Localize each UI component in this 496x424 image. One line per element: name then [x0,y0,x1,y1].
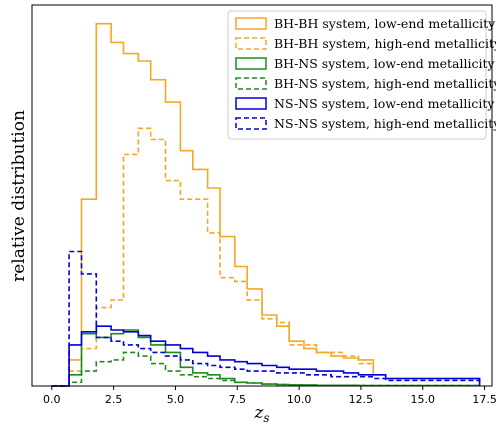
series-line-3 [51,351,481,387]
plot-frame [31,4,493,387]
x-tick-label: 5.0 [167,393,185,406]
legend-swatch [235,37,267,50]
x-axis-label-main: z [253,403,264,423]
series-line-0 [51,22,481,387]
x-tick-label: 15.0 [411,393,436,406]
legend-label: NS-NS system, high-end metallicity [274,116,496,131]
legend-label: NS-NS system, low-end metallicity [274,96,495,111]
x-tick-label: 7.5 [229,393,247,406]
legend-box [227,10,487,140]
series-line-4 [51,325,481,387]
legend-swatch [235,97,267,110]
x-axis-ticks: 0.0 2.5 5.0 7.5 10.0 12.5 15.0 17.5 [43,386,496,406]
series-layer [51,22,481,387]
x-axis-label: zs [253,403,269,424]
legend-label: BH-BH system, low-end metallicity [274,16,496,31]
legend-label: BH-BH system, high-end metallicity [274,36,496,51]
series-line-5 [51,250,481,387]
y-axis-label: relative distribution [9,110,29,282]
x-tick-label: 10.0 [287,393,312,406]
x-tick-label: 0.0 [43,393,61,406]
legend: BH-BH system, low-end metallicity BH-BH s… [227,10,496,140]
legend-swatch [235,117,267,130]
legend-label: BH-NS system, low-end metallicity [274,56,496,71]
legend-swatch [235,77,267,90]
x-tick-label: 17.5 [472,393,496,406]
x-tick-label: 2.5 [105,393,123,406]
x-axis-label-sub: s [263,411,269,424]
series-line-1 [51,127,481,387]
legend-swatch [235,17,267,30]
legend-label: BH-NS system, high-end metallicity [274,76,496,91]
x-tick-label: 12.5 [349,393,374,406]
legend-swatch [235,57,267,70]
